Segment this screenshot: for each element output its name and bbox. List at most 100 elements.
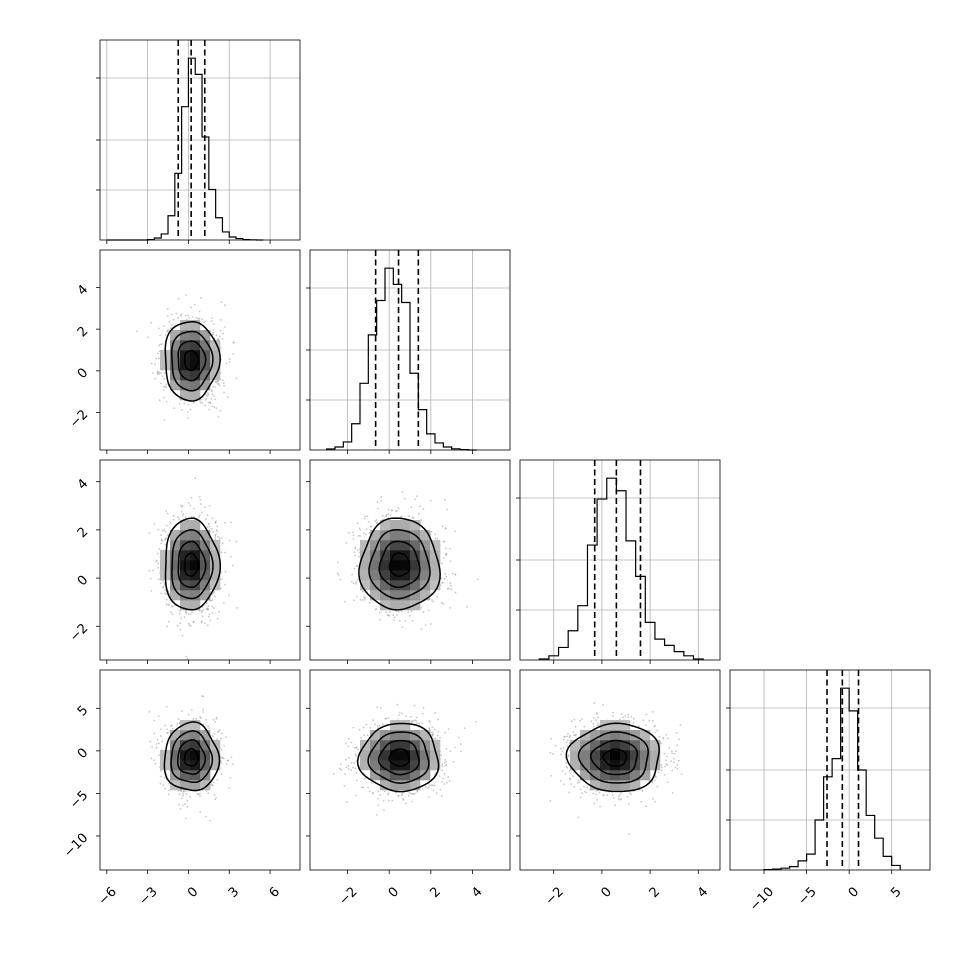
y-tick-label: −5 bbox=[67, 788, 91, 812]
scatter-point bbox=[564, 735, 566, 738]
scatter-point bbox=[443, 783, 446, 785]
scatter-point bbox=[220, 737, 222, 740]
scatter-point bbox=[153, 759, 155, 762]
panel-frame-2-0 bbox=[99, 459, 301, 661]
scatter-point bbox=[651, 720, 654, 722]
scatter-point bbox=[443, 577, 446, 580]
x-tick-label: 3 bbox=[226, 884, 242, 900]
scatter-point bbox=[206, 607, 209, 610]
scatter-point bbox=[660, 769, 663, 772]
density-cell bbox=[370, 760, 381, 771]
density-cell bbox=[210, 550, 221, 561]
scatter-point bbox=[211, 517, 214, 519]
density-cell bbox=[180, 380, 191, 391]
scatter-point bbox=[664, 765, 666, 768]
scatter-point bbox=[199, 795, 201, 797]
scatter-point bbox=[389, 514, 392, 516]
scatter-point bbox=[204, 622, 206, 624]
scatter-point bbox=[192, 620, 195, 623]
scatter-point bbox=[671, 752, 673, 755]
scatter-point bbox=[190, 496, 193, 499]
scatter-point bbox=[158, 754, 160, 757]
scatter-point bbox=[441, 581, 444, 584]
density-cell bbox=[410, 570, 421, 581]
scatter-point bbox=[651, 781, 654, 784]
density-cell bbox=[200, 780, 211, 791]
scatter-point bbox=[164, 538, 167, 541]
scatter-point bbox=[184, 314, 187, 317]
density-cell bbox=[600, 770, 611, 781]
scatter-point bbox=[228, 539, 231, 542]
scatter-point bbox=[421, 722, 424, 725]
scatter-point bbox=[230, 521, 233, 524]
scatter-point bbox=[444, 731, 447, 734]
scatter-point bbox=[572, 731, 575, 733]
density-cell bbox=[390, 730, 401, 741]
scatter-point bbox=[354, 547, 357, 550]
density-cell bbox=[180, 530, 191, 541]
scatter-point bbox=[181, 792, 184, 795]
scatter-point bbox=[226, 396, 229, 399]
density-cell bbox=[410, 780, 421, 791]
scatter-point bbox=[372, 791, 374, 794]
scatter-point bbox=[205, 790, 208, 792]
scatter-point bbox=[611, 794, 614, 797]
scatter-point bbox=[577, 782, 579, 784]
scatter-point bbox=[376, 706, 379, 708]
panel-frame-2-1 bbox=[309, 459, 511, 661]
scatter-point bbox=[202, 711, 204, 713]
scatter-point bbox=[221, 542, 224, 545]
scatter-point bbox=[214, 721, 217, 723]
x-tick-label: 2 bbox=[647, 884, 663, 900]
scatter-point bbox=[367, 521, 370, 523]
density-cell bbox=[390, 530, 401, 541]
scatter-point bbox=[444, 572, 446, 575]
scatter-point bbox=[570, 783, 573, 785]
density-cell bbox=[360, 540, 371, 551]
scatter-point bbox=[579, 796, 582, 799]
scatter-point bbox=[184, 803, 186, 805]
density-cell bbox=[410, 760, 421, 771]
density-cell bbox=[390, 600, 401, 611]
scatter-point bbox=[602, 794, 605, 796]
scatter-point bbox=[398, 714, 400, 716]
y-tick-label: 5 bbox=[75, 703, 91, 719]
scatter-point bbox=[409, 715, 412, 718]
scatter-point bbox=[424, 624, 427, 626]
scatter-point bbox=[157, 327, 160, 330]
scatter-point bbox=[404, 620, 407, 622]
density-cell bbox=[610, 760, 621, 771]
scatter-point bbox=[221, 757, 224, 760]
scatter-point bbox=[655, 776, 657, 779]
scatter-point bbox=[585, 791, 588, 794]
scatter-point bbox=[165, 510, 168, 512]
scatter-point bbox=[161, 343, 163, 345]
scatter-point bbox=[596, 724, 598, 727]
density-cell bbox=[390, 590, 401, 601]
density-cell bbox=[200, 340, 211, 351]
scatter-point bbox=[181, 409, 183, 411]
density-cell bbox=[160, 550, 171, 561]
density-cell bbox=[400, 750, 411, 761]
scatter-point bbox=[619, 793, 622, 796]
scatter-point bbox=[183, 616, 186, 619]
scatter-point bbox=[164, 385, 167, 388]
scatter-point bbox=[192, 717, 195, 720]
scatter-point bbox=[221, 379, 224, 382]
x-tick-label: −10 bbox=[747, 884, 777, 914]
density-cell bbox=[170, 580, 181, 591]
scatter-point bbox=[212, 331, 215, 334]
density-cell bbox=[650, 750, 661, 761]
scatter-point bbox=[200, 611, 203, 614]
scatter-point bbox=[385, 717, 388, 720]
scatter-point bbox=[577, 779, 580, 782]
scatter-point bbox=[150, 757, 153, 760]
scatter-point bbox=[204, 399, 207, 401]
scatter-point bbox=[420, 607, 423, 609]
scatter-point bbox=[666, 781, 669, 784]
scatter-point bbox=[437, 718, 439, 721]
scatter-point bbox=[195, 316, 198, 319]
y-tick-label: 0 bbox=[75, 746, 91, 762]
density-cell bbox=[410, 740, 421, 751]
scatter-point bbox=[358, 527, 361, 530]
